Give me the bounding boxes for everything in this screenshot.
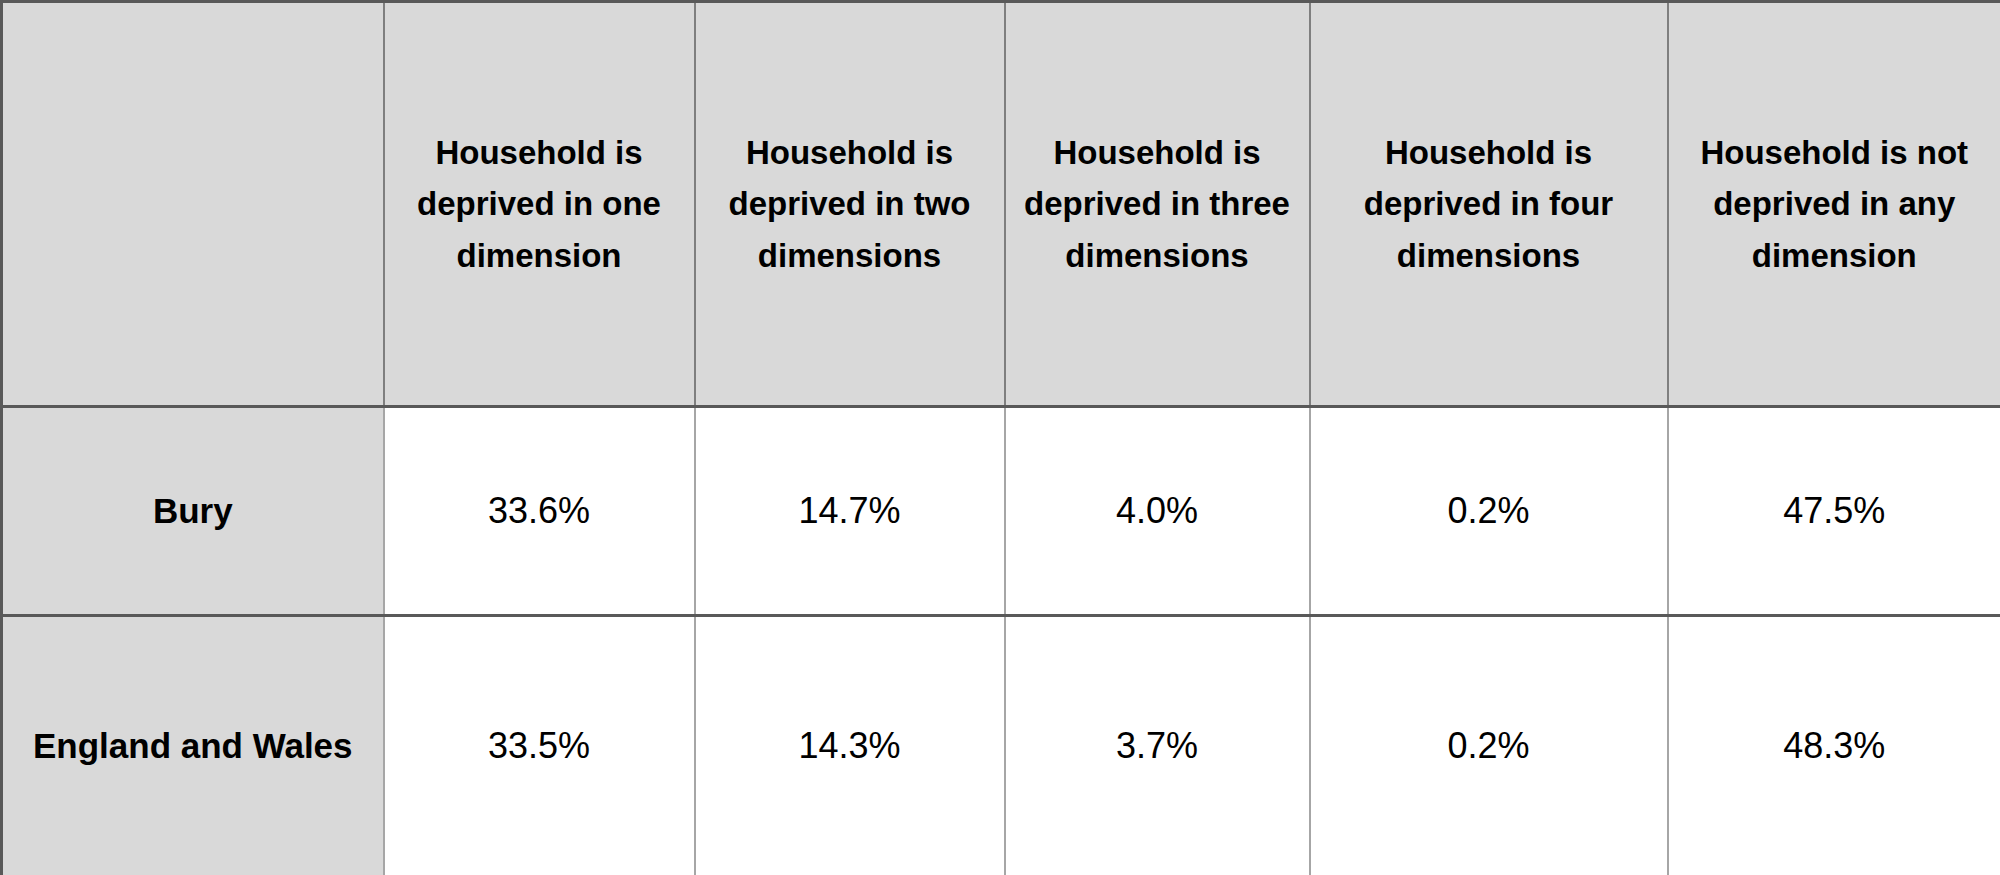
data-cell-bury-none: 47.5%	[1668, 407, 2000, 616]
corner-cell	[2, 2, 384, 407]
row-label-england-and-wales: England and Wales	[2, 616, 384, 875]
data-cell-bury-two: 14.7%	[695, 407, 1005, 616]
table-row-bury: Bury 33.6% 14.7% 4.0% 0.2% 47.5%	[2, 407, 2000, 616]
data-cell-ew-one: 33.5%	[384, 616, 695, 875]
page-canvas: Household is deprived in one dimension H…	[0, 0, 2000, 875]
deprivation-table: Household is deprived in one dimension H…	[0, 0, 2000, 875]
data-cell-bury-four: 0.2%	[1310, 407, 1668, 616]
data-cell-ew-four: 0.2%	[1310, 616, 1668, 875]
data-cell-bury-three: 4.0%	[1005, 407, 1310, 616]
column-header-not-deprived: Household is not deprived in any dimensi…	[1668, 2, 2000, 407]
table-row-england-and-wales: England and Wales 33.5% 14.3% 3.7% 0.2% …	[2, 616, 2000, 875]
column-header-three-dimensions: Household is deprived in three dimension…	[1005, 2, 1310, 407]
column-header-four-dimensions: Household is deprived in four dimensions	[1310, 2, 1668, 407]
header-row: Household is deprived in one dimension H…	[2, 2, 2000, 407]
data-cell-ew-none: 48.3%	[1668, 616, 2000, 875]
column-header-two-dimensions: Household is deprived in two dimensions	[695, 2, 1005, 407]
data-cell-ew-three: 3.7%	[1005, 616, 1310, 875]
data-cell-ew-two: 14.3%	[695, 616, 1005, 875]
data-cell-bury-one: 33.6%	[384, 407, 695, 616]
column-header-one-dimension: Household is deprived in one dimension	[384, 2, 695, 407]
row-label-bury: Bury	[2, 407, 384, 616]
